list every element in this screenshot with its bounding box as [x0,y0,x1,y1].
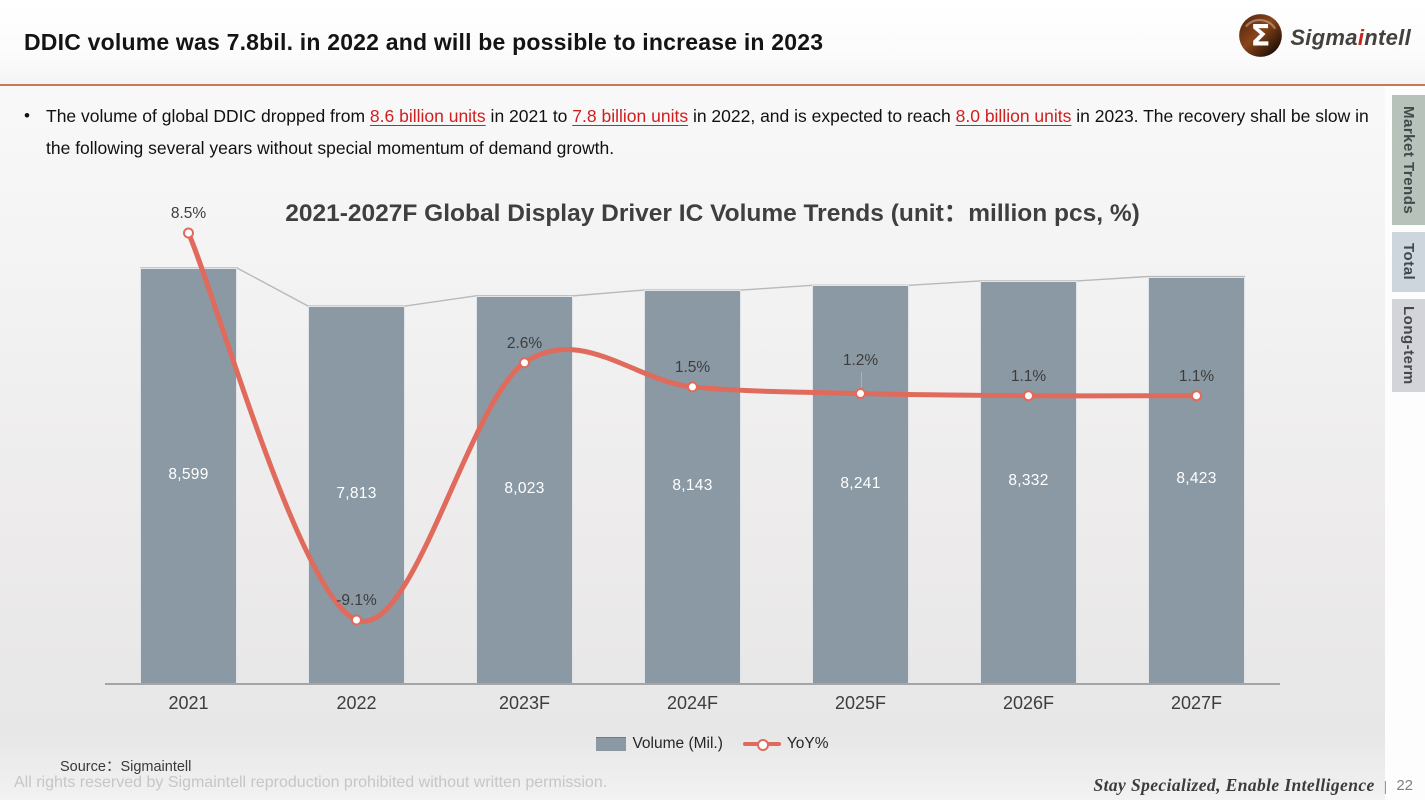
summary-text-segment: in 2023. The recovery shall be slow in t… [46,106,1369,158]
volume-bar-2021 [140,268,237,684]
label-leader-line [860,371,862,387]
yoy-value-label: 1.1% [1010,367,1047,385]
yoy-value-label: 2.6% [506,334,543,352]
volume-bar-2024F [644,290,741,684]
copyright-note: All rights reserved by Sigmaintell repro… [14,774,608,791]
bar-value-label: 8,423 [1176,470,1217,488]
highlighted-value-link[interactable]: 8.6 billion units [369,106,486,126]
bar-swatch-icon [596,737,627,751]
yoy-point-marker [1023,390,1034,402]
page-number: 22 [1396,777,1413,794]
bar-value-label: 8,143 [672,477,713,495]
line-swatch-icon [742,739,781,751]
slogan-text: Stay Specialized, Enable Intelligence [1093,775,1375,795]
header: DDIC volume was 7.8bil. in 2022 and will… [0,0,1425,84]
legend-item-volume: Volume (Mil.) [596,735,723,753]
bar-value-label: 7,813 [336,485,377,502]
bar-value-label: 8,599 [168,466,209,483]
yoy-point-marker [519,357,530,369]
chart-title: 2021-2027F Global Display Driver IC Volu… [285,200,1140,227]
slogan-separator: | [1383,777,1388,794]
yoy-value-label: 1.5% [674,358,711,376]
volume-bar-2027F [1148,276,1245,684]
yoy-point-marker [1191,390,1202,402]
highlighted-value-link[interactable]: 8.0 billion units [955,106,1072,126]
volume-bar-2026F [980,280,1077,684]
bar-value-label: 8,023 [504,479,545,497]
header-divider [0,84,1425,86]
x-axis-label-2024F: 2024F [666,693,719,713]
x-axis-label-2025F: 2025F [834,693,887,713]
yoy-value-label: 1.1% [1178,367,1215,385]
legend-label-volume: Volume (Mil.) [632,735,723,752]
legend-item-yoy: YoY% [742,735,829,753]
x-axis-label-2026F: 2026F [1002,693,1055,713]
sigmaintell-logo-icon: Σ [1238,13,1283,63]
yoy-point-marker [351,614,362,626]
summary-text-segment: The volume of global DDIC dropped from [46,106,370,126]
summary-text: The volume of global DDIC dropped from 8… [46,100,1374,164]
yoy-point-marker [183,227,194,239]
legend-label-yoy: YoY% [786,735,829,752]
tab-market-trends[interactable]: Market Trends [1392,95,1425,225]
bar-value-label: 8,332 [1008,472,1049,490]
summary-text-segment: in 2021 to [485,106,573,126]
bar-value-label: 8,241 [840,474,881,492]
volume-bar-2023F [476,295,573,684]
yoy-point-marker [855,388,866,400]
bullet-marker: • [24,106,30,125]
volume-bar-2025F [812,285,909,684]
footer-slogan-area: Stay Specialized, Enable Intelligence | … [1094,775,1414,796]
volume-bar-2022 [308,306,405,684]
logo-wordmark: Sigmaintell [1290,25,1411,50]
summary-bullet: • The volume of global DDIC dropped from… [24,100,1374,164]
highlighted-value-link[interactable]: 7.8 billion units [572,106,689,126]
page-title: DDIC volume was 7.8bil. in 2022 and will… [24,29,824,55]
x-axis-line [105,683,1280,685]
summary-text-segment: in 2022, and is expected to reach [688,106,956,126]
x-axis-label-2022: 2022 [336,693,377,713]
logo: Σ Sigmaintell [1238,13,1411,63]
chart-legend: Volume (Mil.) YoY% [120,735,1305,753]
svg-text:Σ: Σ [1251,19,1271,53]
yoy-value-label: -9.1% [336,592,377,610]
tab-long-term[interactable]: Long-term [1392,299,1425,392]
tab-total[interactable]: Total [1392,232,1425,292]
yoy-point-marker [687,381,698,393]
yoy-value-label: 1.2% [842,351,879,369]
source-note: Source：Sigmaintell [60,759,192,775]
x-axis-label-2023F: 2023F [498,693,551,713]
x-axis-label-2027F: 2027F [1170,693,1223,713]
x-axis-label-2021: 2021 [168,693,209,713]
